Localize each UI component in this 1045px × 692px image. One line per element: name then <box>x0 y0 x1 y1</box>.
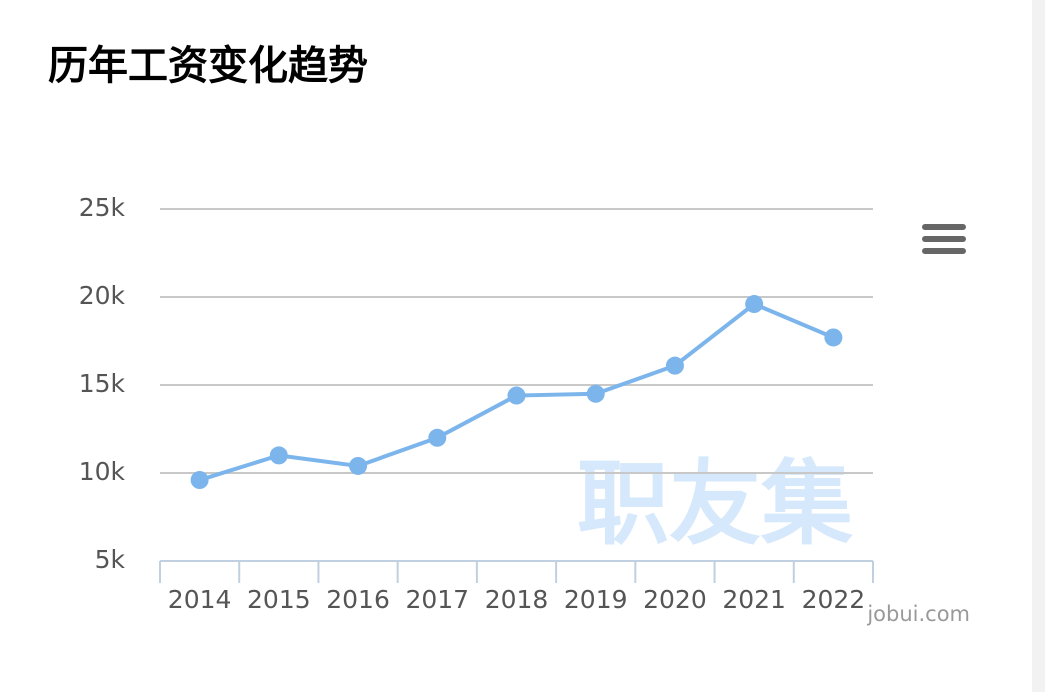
point <box>190 471 209 490</box>
x-tick-label: 2022 <box>802 585 866 614</box>
y-tick-label: 10k <box>79 457 126 486</box>
point <box>269 446 288 465</box>
x-tick-label: 2018 <box>485 585 549 614</box>
y-tick-label: 5k <box>95 545 126 574</box>
credit: jobui.com <box>866 602 970 626</box>
x-tick-label: 2014 <box>168 585 232 614</box>
chart-title: 历年工资变化趋势 <box>48 43 368 89</box>
x-tick-label: 2017 <box>405 585 469 614</box>
y-tick-label: 25k <box>79 193 126 222</box>
point <box>507 386 526 405</box>
point <box>428 428 447 447</box>
menu-bar[interactable] <box>922 224 966 230</box>
point <box>349 456 368 475</box>
y-tick-label: 20k <box>79 281 126 310</box>
watermark: 职友集 <box>577 450 853 557</box>
x-tick-label: 2019 <box>564 585 628 614</box>
point <box>665 356 684 375</box>
point <box>745 295 764 314</box>
x-tick-label: 2016 <box>326 585 390 614</box>
y-tick-label: 15k <box>79 369 126 398</box>
point <box>586 384 605 403</box>
menu-bar[interactable] <box>922 248 966 254</box>
side-strip <box>1032 0 1045 692</box>
x-tick-label: 2015 <box>247 585 311 614</box>
x-tick-label: 2020 <box>643 585 707 614</box>
menu-button[interactable] <box>922 224 966 254</box>
x-tick-label: 2021 <box>722 585 786 614</box>
menu-bar[interactable] <box>922 236 966 242</box>
point <box>824 328 843 347</box>
